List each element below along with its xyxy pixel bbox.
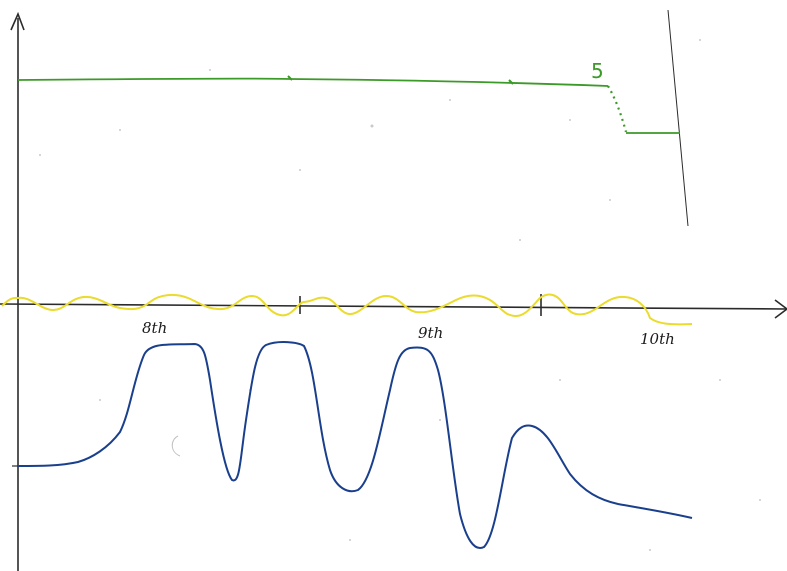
series-yellow [1, 293, 693, 326]
y-axis-arrow-icon [10, 11, 25, 31]
series-green-tick [287, 75, 293, 81]
x-tick-label: 10th [640, 330, 675, 348]
series-green [17, 77, 609, 87]
paper-specks [39, 39, 761, 551]
labels: 8th 9th 10th 5 [142, 59, 675, 348]
vertical-marker-line [667, 9, 689, 227]
x-axis-arrow-icon [774, 299, 787, 319]
series-layer [1, 75, 693, 549]
series-green-dotted-drop [607, 85, 628, 133]
pencil-mark [171, 435, 181, 457]
axes [0, 9, 787, 571]
x-tick-label: 8th [142, 319, 167, 337]
x-tick-label: 9th [418, 324, 443, 342]
series-green-tick [508, 79, 514, 85]
green-annotation-label: 5 [591, 59, 604, 83]
series-blue [17, 341, 693, 549]
